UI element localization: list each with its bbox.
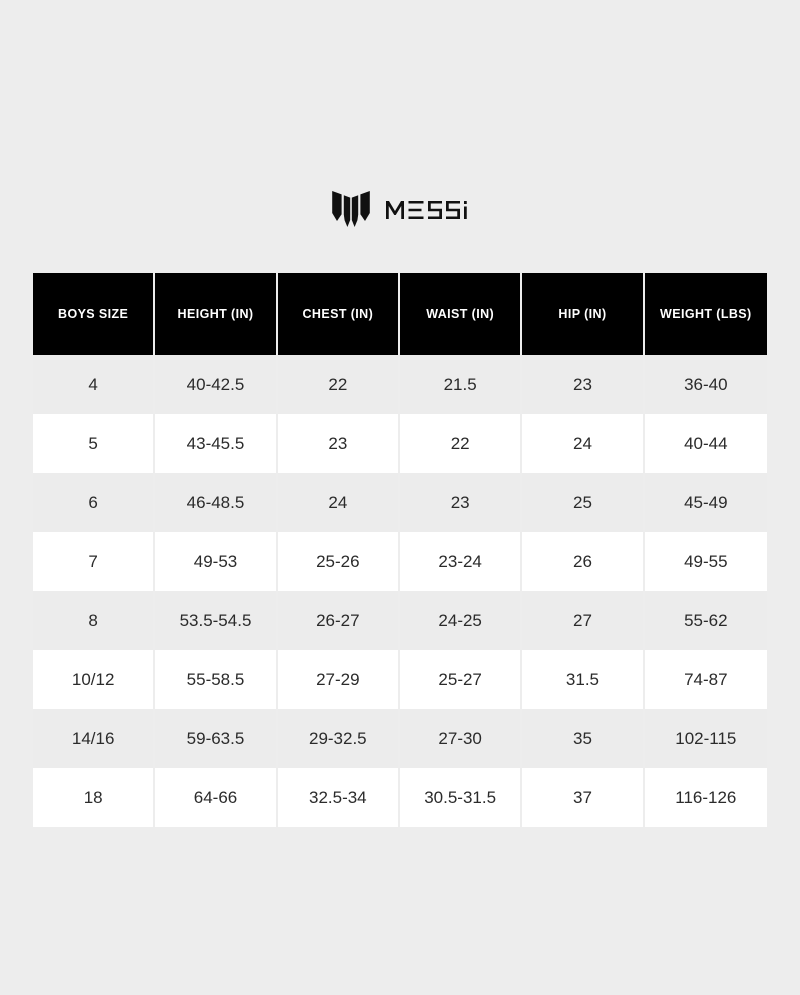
- cell-chest: 27-29: [277, 650, 400, 709]
- cell-waist: 24-25: [399, 591, 523, 650]
- messi-logo-mark-icon: [332, 191, 370, 227]
- column-header-height: HEIGHT (IN): [155, 273, 278, 355]
- cell-height: 64-66: [155, 768, 278, 827]
- column-header-weight: WEIGHT (LBS): [644, 273, 767, 355]
- cell-hip: 27: [522, 591, 645, 650]
- brand-logo: [0, 186, 800, 232]
- cell-weight: 102-115: [644, 709, 767, 768]
- cell-waist: 30.5-31.5: [399, 768, 523, 827]
- cell-size: 8: [33, 591, 156, 650]
- table-row: 4 40-42.5 22 21.5 23 36-40: [33, 355, 767, 414]
- cell-height: 53.5-54.5: [155, 591, 278, 650]
- cell-weight: 40-44: [644, 414, 767, 473]
- cell-size: 7: [33, 532, 156, 591]
- cell-height: 46-48.5: [155, 473, 278, 532]
- table-row: 14/16 59-63.5 29-32.5 27-30 35 102-115: [33, 709, 767, 768]
- cell-waist: 23-24: [399, 532, 523, 591]
- cell-weight: 36-40: [644, 355, 767, 414]
- cell-chest: 26-27: [277, 591, 400, 650]
- cell-waist: 22: [399, 414, 523, 473]
- cell-weight: 74-87: [644, 650, 767, 709]
- messi-wordmark-icon: [386, 201, 467, 219]
- cell-waist: 27-30: [399, 709, 523, 768]
- cell-chest: 22: [277, 355, 400, 414]
- cell-hip: 35: [522, 709, 645, 768]
- cell-size: 5: [33, 414, 156, 473]
- table-row: 18 64-66 32.5-34 30.5-31.5 37 116-126: [33, 768, 767, 827]
- cell-chest: 32.5-34: [277, 768, 400, 827]
- table-row: 5 43-45.5 23 22 24 40-44: [33, 414, 767, 473]
- table-row: 8 53.5-54.5 26-27 24-25 27 55-62: [33, 591, 767, 650]
- cell-hip: 25: [522, 473, 645, 532]
- cell-waist: 23: [399, 473, 523, 532]
- cell-waist: 25-27: [399, 650, 523, 709]
- table-row: 10/12 55-58.5 27-29 25-27 31.5 74-87: [33, 650, 767, 709]
- cell-weight: 49-55: [644, 532, 767, 591]
- cell-size: 14/16: [33, 709, 156, 768]
- cell-height: 49-53: [155, 532, 278, 591]
- cell-height: 59-63.5: [155, 709, 278, 768]
- cell-size: 18: [33, 768, 156, 827]
- cell-hip: 26: [522, 532, 645, 591]
- cell-chest: 25-26: [277, 532, 400, 591]
- boys-size-chart-table: BOYS SIZE HEIGHT (IN) CHEST (IN) WAIST (…: [33, 273, 767, 827]
- table-body: 4 40-42.5 22 21.5 23 36-40 5 43-45.5 23 …: [33, 355, 767, 827]
- table-header: BOYS SIZE HEIGHT (IN) CHEST (IN) WAIST (…: [33, 273, 767, 355]
- cell-chest: 24: [277, 473, 400, 532]
- cell-chest: 29-32.5: [277, 709, 400, 768]
- cell-size: 10/12: [33, 650, 156, 709]
- cell-weight: 116-126: [644, 768, 767, 827]
- cell-height: 43-45.5: [155, 414, 278, 473]
- cell-weight: 45-49: [644, 473, 767, 532]
- cell-waist: 21.5: [399, 355, 523, 414]
- column-header-waist: WAIST (IN): [399, 273, 523, 355]
- column-header-boys-size: BOYS SIZE: [33, 273, 156, 355]
- cell-size: 6: [33, 473, 156, 532]
- cell-chest: 23: [277, 414, 400, 473]
- cell-size: 4: [33, 355, 156, 414]
- cell-hip: 31.5: [522, 650, 645, 709]
- column-header-hip: HIP (IN): [522, 273, 645, 355]
- cell-height: 55-58.5: [155, 650, 278, 709]
- table-header-row: BOYS SIZE HEIGHT (IN) CHEST (IN) WAIST (…: [33, 273, 767, 355]
- cell-height: 40-42.5: [155, 355, 278, 414]
- table-row: 6 46-48.5 24 23 25 45-49: [33, 473, 767, 532]
- column-header-chest: CHEST (IN): [277, 273, 400, 355]
- cell-weight: 55-62: [644, 591, 767, 650]
- cell-hip: 24: [522, 414, 645, 473]
- cell-hip: 37: [522, 768, 645, 827]
- table-row: 7 49-53 25-26 23-24 26 49-55: [33, 532, 767, 591]
- cell-hip: 23: [522, 355, 645, 414]
